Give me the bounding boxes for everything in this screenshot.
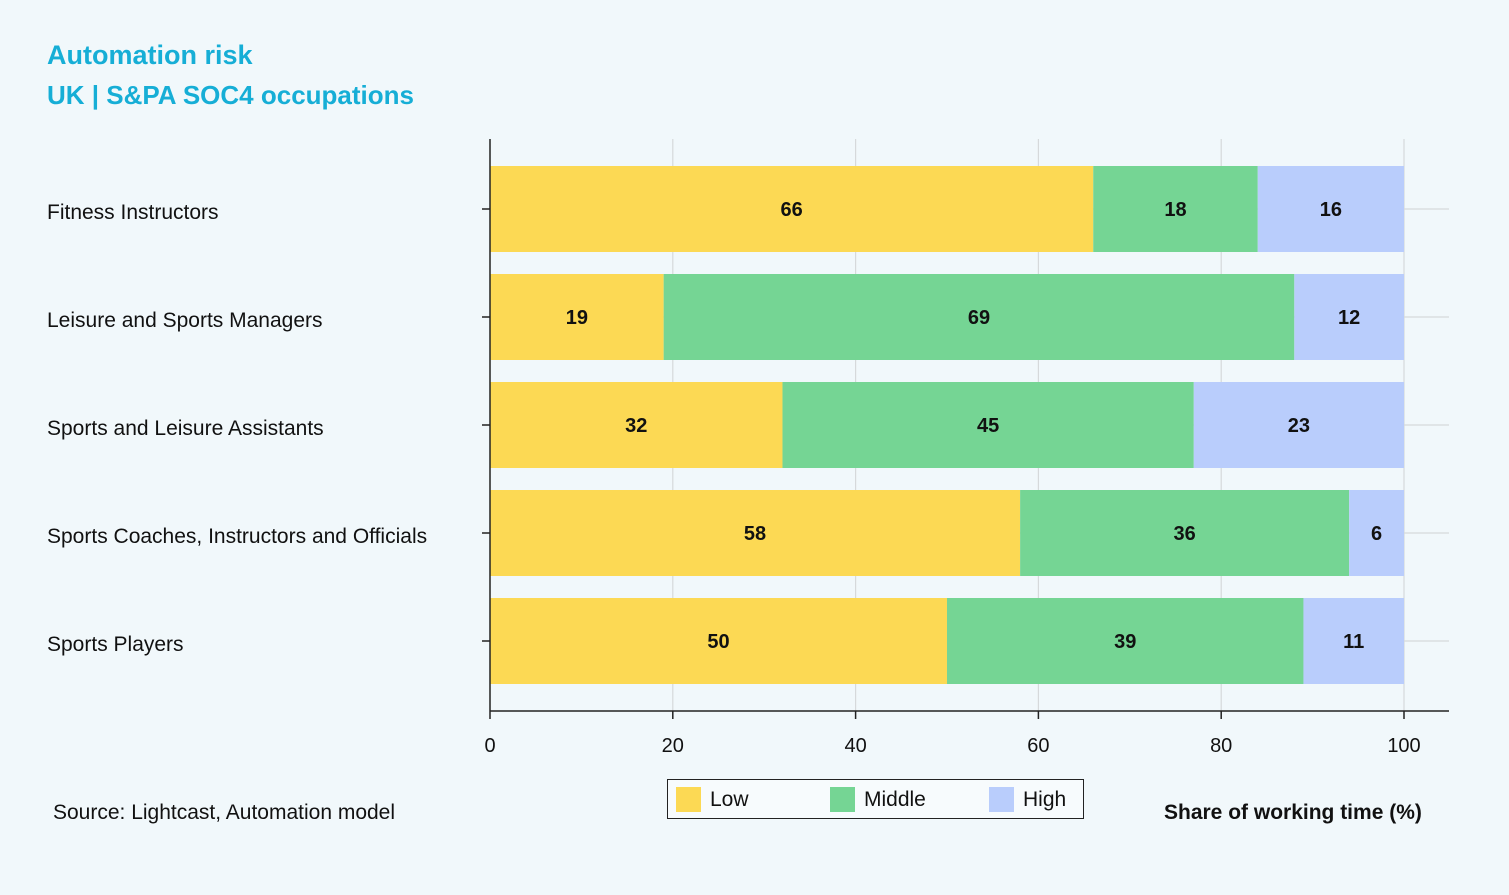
legend-swatch-middle [830,787,855,812]
bar-low-2 [490,382,783,468]
legend-label-low: Low [710,787,749,811]
category-label-4: Sports Players [47,633,184,656]
bar-low-4 [490,598,947,684]
bar-label-middle-2: 45 [977,415,999,437]
bar-middle-0 [1093,166,1258,252]
bar-label-high-0: 16 [1320,199,1342,221]
x-tick-label-0: 0 [484,735,495,757]
bar-low-1 [490,274,664,360]
bar-label-low-0: 66 [780,199,802,221]
axes [482,139,1449,719]
source-note: Source: Lightcast, Automation model [53,801,396,824]
bar-series: 66 18 16 19 69 12 32 45 23 58 36 6 50 39 11 [490,166,1404,684]
category-label-1: Leisure and Sports Managers [47,309,323,332]
bar-label-high-2: 23 [1288,415,1310,437]
bar-label-middle-3: 36 [1174,523,1196,545]
x-tick-label-20: 20 [662,735,684,757]
x-axis-label: Share of working time (%) [1164,801,1422,824]
legend-item-low: Low [676,787,749,812]
legend-item-middle: Middle [830,787,926,812]
bar-low-0 [490,166,1094,252]
bar-label-middle-4: 39 [1114,631,1136,653]
bar-high-0 [1257,166,1404,252]
bar-label-high-4: 11 [1343,631,1364,653]
bar-middle-4 [947,598,1304,684]
bar-label-low-1: 19 [566,307,588,329]
bar-label-middle-0: 18 [1164,199,1186,221]
legend-swatch-low [676,787,701,812]
legend-swatch-high [989,787,1014,812]
bar-middle-2 [782,382,1194,468]
bar-high-2 [1193,382,1404,468]
bar-label-low-2: 32 [625,415,647,437]
category-label-2: Sports and Leisure Assistants [47,417,324,440]
bar-high-3 [1349,490,1404,576]
category-label-0: Fitness Instructors [47,201,219,224]
category-labels: Fitness Instructors Leisure and Sports Ma… [47,201,427,656]
bar-high-1 [1294,274,1404,360]
bar-label-low-3: 58 [744,523,766,545]
bar-label-middle-1: 69 [968,307,990,329]
bar-label-high-1: 12 [1338,307,1360,329]
x-tick-label-100: 100 [1387,735,1420,757]
chart-legend: Low Middle High [667,779,1084,819]
legend-label-middle: Middle [864,787,926,811]
x-tick-label-80: 80 [1210,735,1232,757]
bar-middle-1 [663,274,1295,360]
x-tick-label-60: 60 [1027,735,1049,757]
legend-item-high: High [989,787,1066,812]
legend-label-high: High [1023,787,1067,811]
chart-title: Automation risk [47,40,253,70]
x-tick-labels: 0 20 40 60 80 100 [484,735,1420,757]
chart-subtitle: UK | S&PA SOC4 occupations [47,80,414,110]
bar-low-3 [490,490,1021,576]
x-tick-label-40: 40 [844,735,866,757]
bar-middle-3 [1020,490,1350,576]
bar-label-high-3: 6 [1371,523,1382,545]
bar-label-low-4: 50 [707,631,729,653]
category-label-3: Sports Coaches, Instructors and Official… [47,525,427,548]
bar-high-4 [1303,598,1404,684]
